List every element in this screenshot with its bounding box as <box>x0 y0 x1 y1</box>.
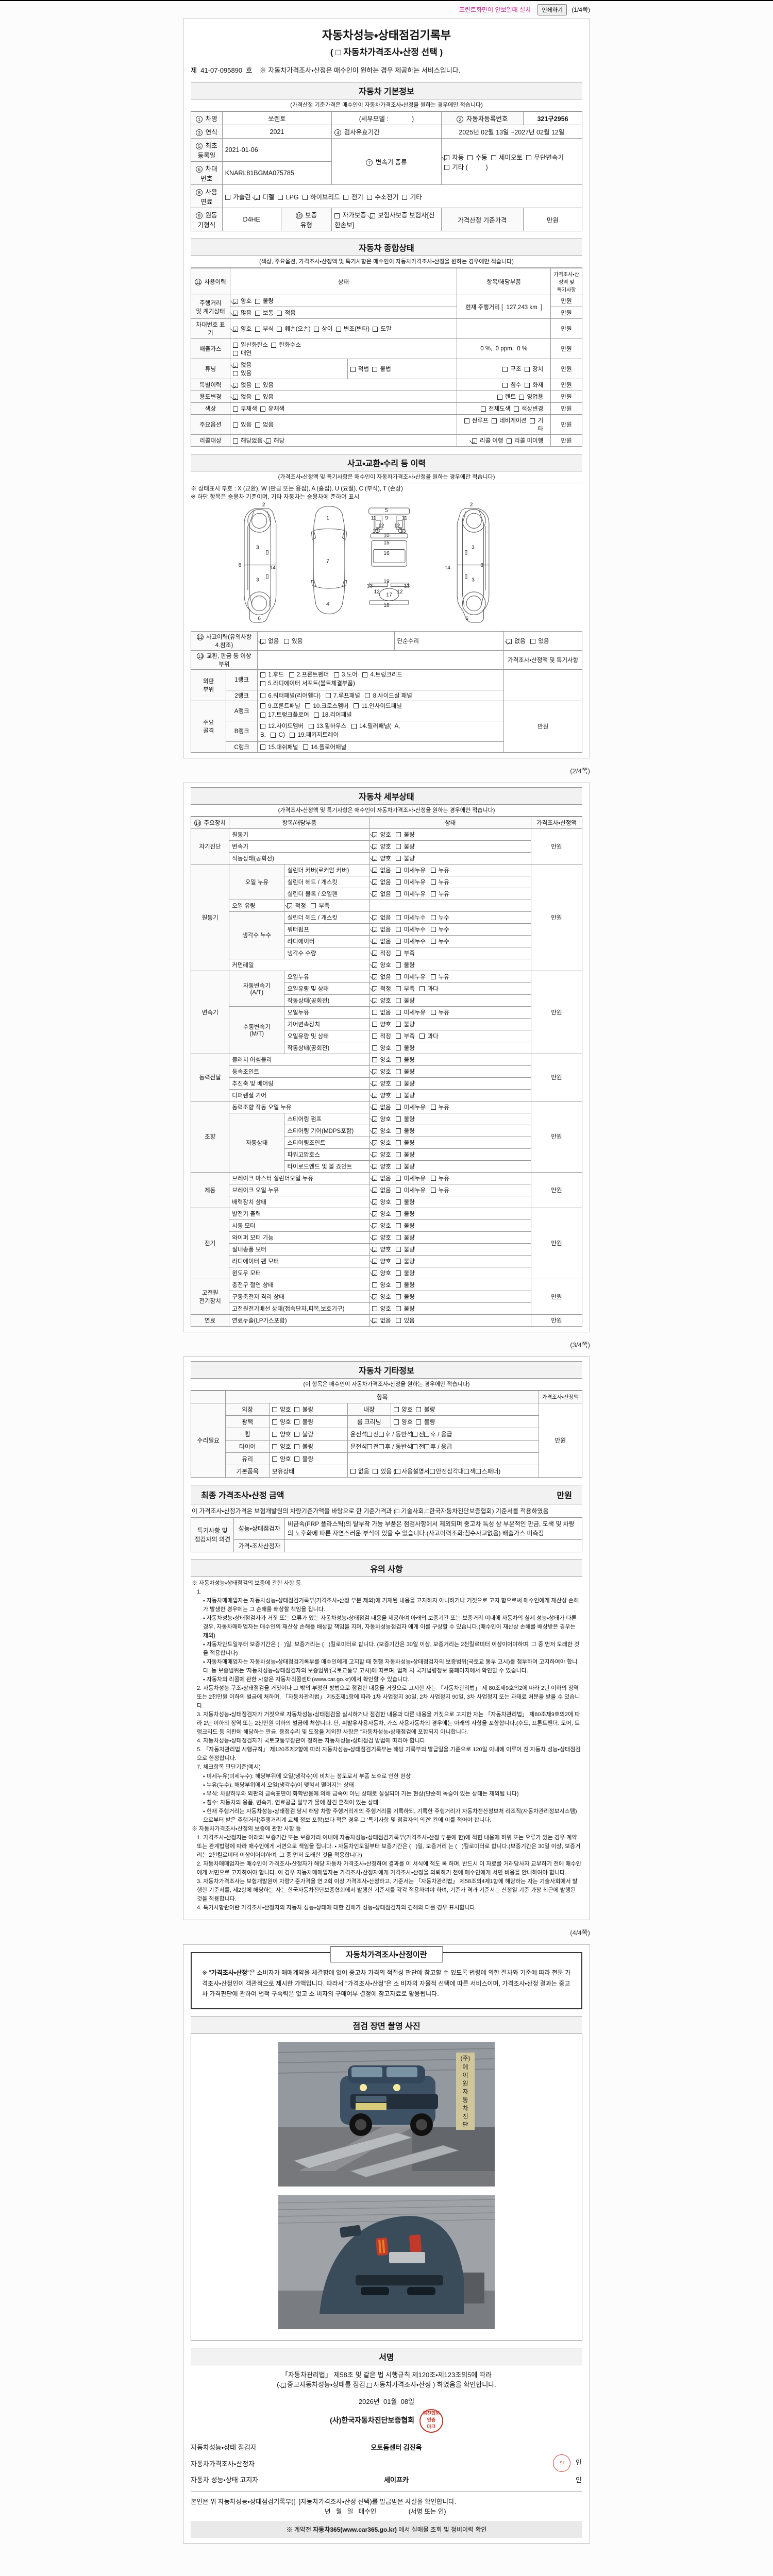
svg-text:14: 14 <box>270 565 276 571</box>
svg-text:8: 8 <box>239 563 242 568</box>
svg-text:5: 5 <box>385 508 388 514</box>
svg-text:3: 3 <box>472 545 475 551</box>
svg-text:19: 19 <box>383 579 390 585</box>
svg-text:9: 9 <box>385 515 388 521</box>
svg-text:12: 12 <box>374 589 380 595</box>
svg-text:8: 8 <box>480 563 483 568</box>
svg-text:4: 4 <box>326 601 329 607</box>
svg-text:13: 13 <box>400 529 406 534</box>
svg-text:18: 18 <box>383 603 390 608</box>
svg-text:12: 12 <box>378 523 384 529</box>
svg-text:자: 자 <box>462 2088 468 2095</box>
svg-text:12: 12 <box>394 523 400 529</box>
svg-text:동: 동 <box>462 2096 468 2104</box>
svg-text:이: 이 <box>462 2072 468 2079</box>
svg-text:에: 에 <box>462 2063 468 2071</box>
svg-text:2: 2 <box>470 502 473 508</box>
svg-text:17: 17 <box>386 592 392 598</box>
svg-text:14: 14 <box>445 565 451 571</box>
svg-text:13: 13 <box>404 583 410 589</box>
svg-text:13: 13 <box>373 529 379 534</box>
svg-text:단: 단 <box>462 2121 468 2128</box>
svg-text:3: 3 <box>472 577 475 583</box>
svg-text:진: 진 <box>462 2113 468 2120</box>
svg-text:원: 원 <box>462 2080 468 2087</box>
svg-text:12: 12 <box>397 589 403 595</box>
svg-text:16: 16 <box>383 551 390 556</box>
svg-text:2: 2 <box>262 502 265 508</box>
svg-text:6: 6 <box>465 616 468 622</box>
svg-text:(주): (주) <box>460 2055 470 2062</box>
svg-text:13: 13 <box>367 583 373 589</box>
svg-text:11: 11 <box>402 515 408 521</box>
svg-text:1: 1 <box>326 515 329 521</box>
svg-text:차: 차 <box>462 2105 468 2112</box>
svg-text:6: 6 <box>258 616 261 622</box>
svg-text:7: 7 <box>326 558 329 564</box>
svg-text:11: 11 <box>371 515 377 521</box>
svg-text:15: 15 <box>383 540 390 546</box>
svg-text:3: 3 <box>256 577 259 583</box>
svg-text:10: 10 <box>383 533 390 539</box>
svg-text:3: 3 <box>256 545 259 551</box>
